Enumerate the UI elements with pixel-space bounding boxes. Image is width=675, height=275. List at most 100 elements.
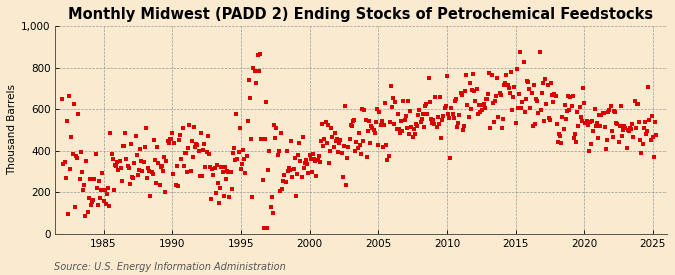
Point xyxy=(588,129,599,133)
Point xyxy=(180,151,190,155)
Point xyxy=(357,107,368,111)
Point xyxy=(109,163,120,167)
Point xyxy=(537,90,547,95)
Point xyxy=(140,125,151,130)
Point xyxy=(599,125,610,129)
Point xyxy=(311,174,322,179)
Point xyxy=(511,67,522,71)
Point xyxy=(259,226,269,230)
Point xyxy=(414,108,425,112)
Point xyxy=(548,99,559,104)
Point xyxy=(78,188,88,192)
Point xyxy=(489,99,500,104)
Point xyxy=(445,156,456,160)
Point xyxy=(614,124,625,129)
Point xyxy=(601,137,612,142)
Point xyxy=(325,148,335,153)
Point xyxy=(135,147,146,151)
Point xyxy=(405,108,416,113)
Point xyxy=(557,115,568,120)
Point xyxy=(601,147,612,152)
Point xyxy=(252,53,263,57)
Point xyxy=(518,60,529,65)
Point xyxy=(217,169,228,174)
Point xyxy=(416,117,427,122)
Point xyxy=(196,130,207,135)
Point xyxy=(139,145,150,149)
Point xyxy=(151,181,161,185)
Point xyxy=(524,87,535,91)
Point xyxy=(593,136,603,141)
Point xyxy=(470,99,481,103)
Point xyxy=(180,151,191,155)
Point xyxy=(512,106,523,110)
Point xyxy=(124,166,134,170)
Point xyxy=(616,134,627,138)
Point xyxy=(168,172,179,176)
Point xyxy=(553,140,564,144)
Point xyxy=(605,104,616,108)
Point xyxy=(515,50,526,54)
Point xyxy=(624,126,635,130)
Point xyxy=(404,132,414,136)
Point xyxy=(585,120,595,124)
Point xyxy=(257,177,268,182)
Point xyxy=(239,157,250,161)
Point xyxy=(119,144,130,148)
Title: Monthly Midwest (PADD 2) Ending Stocks of Petrochemical Feedstocks: Monthly Midwest (PADD 2) Ending Stocks o… xyxy=(68,7,653,22)
Point xyxy=(430,95,441,99)
Point xyxy=(336,151,347,155)
Point xyxy=(354,143,365,148)
Point xyxy=(95,196,105,200)
Point xyxy=(568,94,578,98)
Point xyxy=(595,124,605,128)
Point xyxy=(612,122,623,126)
Point xyxy=(609,109,620,114)
Point xyxy=(526,91,537,95)
Point xyxy=(320,119,331,124)
Point xyxy=(154,182,165,187)
Point xyxy=(199,142,210,147)
Point xyxy=(469,89,480,93)
Point xyxy=(458,128,468,132)
Point xyxy=(287,175,298,180)
Point xyxy=(412,123,423,128)
Point xyxy=(542,83,553,87)
Point xyxy=(117,144,128,148)
Point xyxy=(58,162,69,167)
Point xyxy=(486,73,497,77)
Point xyxy=(346,123,357,128)
Point xyxy=(203,152,214,156)
Point xyxy=(286,139,296,143)
Point xyxy=(395,131,406,135)
Point xyxy=(350,149,360,153)
Point xyxy=(545,118,556,122)
Point xyxy=(313,154,324,158)
Point xyxy=(183,146,194,151)
Point xyxy=(285,168,296,173)
Point xyxy=(73,111,84,116)
Point xyxy=(639,125,649,130)
Point xyxy=(408,127,419,131)
Point xyxy=(476,103,487,107)
Point xyxy=(402,126,412,130)
Point xyxy=(477,108,488,112)
Point xyxy=(634,120,645,124)
Point xyxy=(114,159,125,163)
Point xyxy=(580,120,591,125)
Point xyxy=(98,199,109,203)
Point xyxy=(96,188,107,192)
Point xyxy=(583,122,593,127)
Point xyxy=(558,127,569,131)
Point xyxy=(271,126,281,131)
Point xyxy=(244,78,254,82)
Point xyxy=(358,139,369,143)
Point xyxy=(349,117,360,122)
Point xyxy=(184,123,195,127)
Point xyxy=(142,175,153,180)
Point xyxy=(428,118,439,122)
Point xyxy=(92,203,103,207)
Point xyxy=(506,70,516,74)
Point xyxy=(352,146,363,150)
Point xyxy=(129,160,140,165)
